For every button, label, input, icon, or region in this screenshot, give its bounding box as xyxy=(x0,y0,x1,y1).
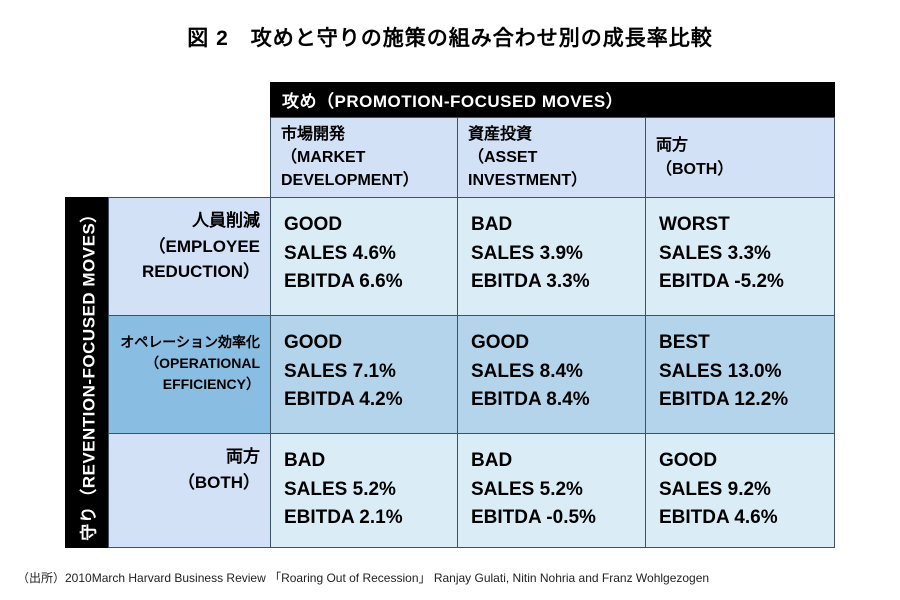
row-header-operational-efficiency: オペレーション効率化 （OPERATIONAL EFFICIENCY） xyxy=(108,315,270,433)
prevention-group-header: 守り（REVENTION-FOCUSED MOVES） xyxy=(65,197,108,548)
cell-r2-c1-rating: GOOD xyxy=(284,332,343,353)
cell-r2-c2: GOOD SALES 8.4% EBITDA 8.4% xyxy=(457,315,645,433)
cell-r1-c3-rating: WORST xyxy=(659,214,730,235)
cell-r2-c2-sales: SALES 8.4% xyxy=(471,360,583,382)
promotion-group-header-label: 攻め（PROMOTION-FOCUSED MOVES） xyxy=(282,92,624,111)
cell-r3-c2: BAD SALES 5.2% EBITDA -0.5% xyxy=(457,433,645,548)
cell-r3-c1-ebitda: EBITDA 2.1% xyxy=(284,507,403,528)
cell-r1-c1-sales: SALES 4.6% xyxy=(284,242,396,264)
row-header-both: 両方 （BOTH） xyxy=(108,433,270,548)
col-header-asset-investment: 資産投資 （ASSET INVESTMENT） xyxy=(457,117,645,197)
cell-r1-c3: WORST SALES 3.3% EBITDA -5.2% xyxy=(645,197,835,315)
cell-r1-c3-sales: SALES 3.3% xyxy=(659,242,771,264)
cell-r1-c1-ebitda: EBITDA 6.6% xyxy=(284,271,403,292)
figure-title: 図 2 攻めと守りの施策の組み合わせ別の成長率比較 xyxy=(187,27,713,50)
cell-r3-c3-rating: GOOD xyxy=(659,450,718,471)
cell-r2-c3: BEST SALES 13.0% EBITDA 12.2% xyxy=(645,315,835,433)
col-header-market-development: 市場開発 （MARKET DEVELOPMENT） xyxy=(270,117,457,197)
cell-r3-c3-sales: SALES 9.2% xyxy=(659,478,771,500)
cell-r1-c2-sales: SALES 3.9% xyxy=(471,242,583,264)
cell-r2-c2-ebitda: EBITDA 8.4% xyxy=(471,389,590,410)
cell-r1-c2-rating: BAD xyxy=(471,214,513,235)
cell-r2-c1-sales: SALES 7.1% xyxy=(284,360,396,382)
cell-r3-c1-rating: BAD xyxy=(284,450,326,471)
cell-r2-c1-ebitda: EBITDA 4.2% xyxy=(284,389,403,410)
cell-r3-c1: BAD SALES 5.2% EBITDA 2.1% xyxy=(270,433,457,548)
cell-r3-c1-sales: SALES 5.2% xyxy=(284,478,396,500)
top-left-spacer xyxy=(65,82,270,117)
cell-r3-c2-sales: SALES 5.2% xyxy=(471,478,583,500)
cell-r1-c1: GOOD SALES 4.6% EBITDA 6.6% xyxy=(270,197,457,315)
growth-comparison-matrix: 攻め（PROMOTION-FOCUSED MOVES） 市場開発 （MARKET… xyxy=(65,82,835,548)
cell-r3-c2-rating: BAD xyxy=(471,450,513,471)
header-row-spacer xyxy=(65,117,270,197)
prevention-group-header-label: 守り（REVENTION-FOCUSED MOVES） xyxy=(79,204,98,541)
cell-r3-c3-ebitda: EBITDA 4.6% xyxy=(659,507,778,528)
cell-r1-c2: BAD SALES 3.9% EBITDA 3.3% xyxy=(457,197,645,315)
cell-r2-c2-rating: GOOD xyxy=(471,332,530,353)
source-note: （出所）2010March Harvard Business Review 「R… xyxy=(17,571,710,585)
row-header-employee-reduction: 人員削減 （EMPLOYEE REDUCTION） xyxy=(108,197,270,315)
cell-r1-c3-ebitda: EBITDA -5.2% xyxy=(659,271,784,292)
col-header-both: 両方 （BOTH） xyxy=(645,117,835,197)
cell-r3-c2-ebitda: EBITDA -0.5% xyxy=(471,507,596,528)
promotion-group-header: 攻め（PROMOTION-FOCUSED MOVES） xyxy=(270,82,835,117)
cell-r1-c2-ebitda: EBITDA 3.3% xyxy=(471,271,590,292)
cell-r2-c1: GOOD SALES 7.1% EBITDA 4.2% xyxy=(270,315,457,433)
cell-r2-c3-rating: BEST xyxy=(659,332,710,353)
cell-r2-c3-sales: SALES 13.0% xyxy=(659,360,782,382)
cell-r3-c3: GOOD SALES 9.2% EBITDA 4.6% xyxy=(645,433,835,548)
cell-r2-c3-ebitda: EBITDA 12.2% xyxy=(659,389,789,410)
cell-r1-c1-rating: GOOD xyxy=(284,214,343,235)
